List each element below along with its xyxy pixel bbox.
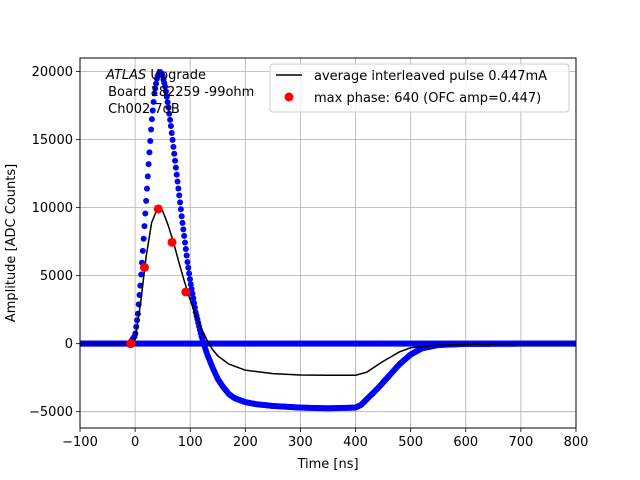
- data-point: [186, 276, 193, 283]
- data-point: [145, 161, 152, 168]
- plot-frame: [79, 57, 577, 429]
- data-point: [171, 150, 178, 157]
- max-phase-point: [181, 287, 191, 297]
- data-point: [174, 178, 181, 185]
- y-tick-label: −5000: [29, 405, 73, 420]
- x-tick-label: −100: [62, 435, 98, 450]
- data-point: [164, 99, 171, 106]
- data-point: [181, 232, 188, 239]
- y-tick-label: 5000: [40, 269, 73, 284]
- data-point: [141, 223, 148, 230]
- data-point: [143, 185, 150, 192]
- data-point: [178, 213, 185, 220]
- data-point: [173, 171, 180, 178]
- y-tick-label: 0: [65, 337, 73, 352]
- max-phase-point: [126, 339, 136, 349]
- y-tick-label: 15000: [32, 133, 73, 148]
- data-point: [176, 192, 183, 199]
- annotation-line-3: Ch002 7dB: [104, 102, 180, 117]
- max-phase-point: [139, 262, 149, 272]
- x-tick-label: 300: [288, 435, 313, 450]
- x-tick-label: 0: [131, 435, 139, 450]
- data-point: [162, 83, 169, 90]
- max-phase-markers: [126, 204, 191, 349]
- data-point: [179, 219, 186, 226]
- annotation-line-1: ATLAS Upgrade: [105, 68, 206, 83]
- data-point: [190, 295, 197, 302]
- data-point: [167, 123, 174, 130]
- data-point: [170, 143, 177, 150]
- data-point: [169, 136, 176, 143]
- legend-label-average-pulse: average interleaved pulse 0.447mA: [314, 69, 547, 84]
- data-point: [168, 129, 175, 136]
- data-point: [187, 281, 194, 288]
- dot-series-1: [80, 69, 576, 412]
- data-point: [163, 93, 170, 100]
- data-point: [175, 185, 182, 192]
- y-axis-label: Amplitude [ADC Counts]: [4, 164, 19, 322]
- data-point: [152, 85, 159, 92]
- annotation-line-2: Board 182259 -99ohm: [104, 85, 254, 100]
- average-pulse-line: [80, 206, 576, 376]
- x-axis: −100 0 100 200 300 400 500 600 700 800: [62, 428, 588, 450]
- data-point: [149, 107, 156, 114]
- data-point: [188, 285, 195, 292]
- x-tick-label: 800: [564, 435, 589, 450]
- x-tick-label: 500: [398, 435, 423, 450]
- data-point: [142, 210, 149, 217]
- data-point: [183, 252, 190, 259]
- data-point: [148, 116, 155, 123]
- data-point: [148, 126, 155, 133]
- data-point: [167, 116, 174, 123]
- annotation: ATLAS Upgrade Board 182259 -99ohm Ch002 …: [104, 68, 254, 117]
- y-tick-label: 10000: [32, 201, 73, 216]
- data-point: [151, 90, 158, 97]
- data-point: [172, 164, 179, 171]
- max-phase-point: [153, 204, 163, 214]
- legend: average interleaved pulse 0.447mA max ph…: [269, 63, 570, 113]
- max-phase-point: [167, 237, 177, 247]
- data-point: [165, 104, 172, 111]
- data-point: [182, 245, 189, 252]
- data-point: [180, 226, 187, 233]
- x-axis-label: Time [ns]: [296, 457, 358, 472]
- x-tick-label: 400: [343, 435, 368, 450]
- x-tick-label: 200: [233, 435, 258, 450]
- y-axis: −5000 0 5000 10000 15000 20000: [29, 65, 80, 420]
- data-point: [177, 199, 184, 206]
- annotation-atlas: ATLAS: [105, 68, 146, 83]
- x-tick-label: 700: [508, 435, 533, 450]
- legend-marker-swatch: [284, 92, 294, 102]
- annotation-upgrade: Upgrade: [146, 68, 206, 83]
- y-tick-label: 20000: [32, 65, 73, 80]
- data-point: [166, 110, 173, 117]
- data-point: [162, 88, 169, 95]
- data-point: [150, 98, 157, 105]
- data-point: [146, 149, 153, 156]
- legend-box: [269, 63, 570, 113]
- data-point: [177, 206, 184, 213]
- data-point: [172, 157, 179, 164]
- data-point: [138, 271, 145, 278]
- data-point: [186, 270, 193, 277]
- x-tick-label: 600: [453, 435, 478, 450]
- data-point: [144, 173, 151, 180]
- legend-label-max-phase: max phase: 640 (OFC amp=0.447): [314, 91, 541, 106]
- data-point: [140, 235, 147, 242]
- data-point: [185, 264, 192, 271]
- data-point: [153, 80, 160, 87]
- data-point: [181, 239, 188, 246]
- data-point: [147, 137, 154, 144]
- data-point: [139, 247, 146, 254]
- data-point: [143, 197, 150, 204]
- data-point: [184, 259, 191, 266]
- x-tick-label: 100: [178, 435, 203, 450]
- plot-area: [80, 69, 576, 412]
- data-point: [189, 290, 196, 297]
